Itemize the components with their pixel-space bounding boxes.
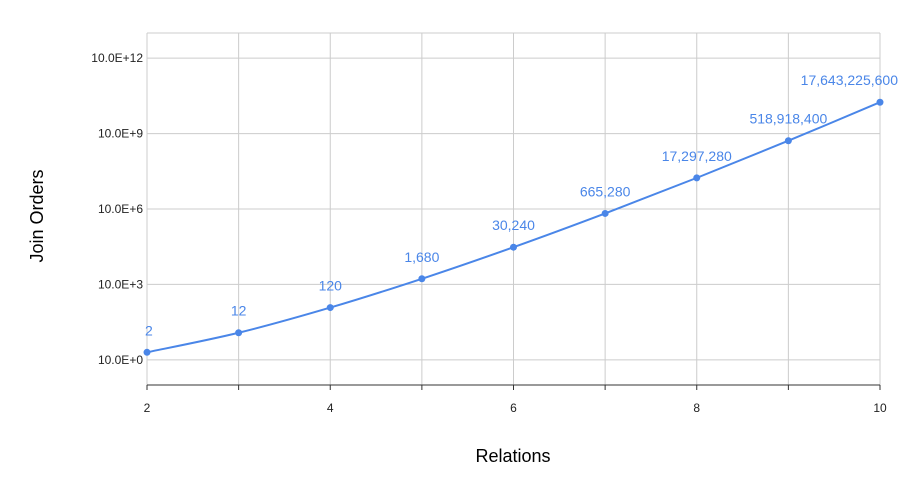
data-point [327, 304, 334, 311]
x-axis-title: Relations [475, 446, 550, 466]
data-point [602, 210, 609, 217]
data-point [693, 174, 700, 181]
data-label: 518,918,400 [749, 111, 827, 127]
data-point [418, 275, 425, 282]
data-point [144, 349, 151, 356]
x-tick-label: 8 [693, 401, 700, 415]
data-label: 17,297,280 [662, 148, 732, 164]
data-label: 665,280 [580, 183, 631, 199]
gridlines [147, 33, 880, 385]
x-tick-label: 10 [873, 401, 887, 415]
data-point [235, 329, 242, 336]
data-label: 30,240 [492, 217, 535, 233]
y-tick-label: 10.0E+3 [98, 277, 143, 291]
y-tick-label: 10.0E+0 [98, 353, 143, 367]
data-labels: 2 12 120 1,680 30,240 665,280 17,297,280 518,91… [145, 72, 898, 338]
axes: 10.0E+0 10.0E+3 10.0E+6 10.0E+9 10.0E+12 2 4 6 8… [91, 51, 887, 415]
data-point [510, 244, 517, 251]
data-label: 120 [319, 278, 343, 294]
x-tick-label: 6 [510, 401, 517, 415]
data-label: 1,680 [404, 249, 439, 265]
data-point [785, 137, 792, 144]
y-tick-label: 10.0E+12 [91, 51, 143, 65]
data-label: 12 [231, 303, 247, 319]
x-tick-label: 4 [327, 401, 334, 415]
data-label: 2 [145, 322, 153, 338]
data-point [877, 99, 884, 106]
x-tick-label: 2 [144, 401, 151, 415]
y-tick-label: 10.0E+9 [98, 127, 143, 141]
y-axis-title: Join Orders [27, 169, 47, 262]
data-label: 17,643,225,600 [801, 72, 899, 88]
y-tick-label: 10.0E+6 [98, 202, 143, 216]
